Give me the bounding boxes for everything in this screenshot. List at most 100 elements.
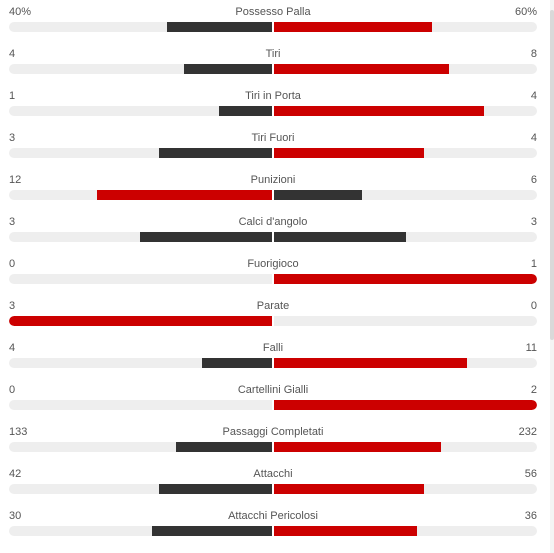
stat-name: Fuorigioco	[247, 258, 299, 270]
stat-bar-divider	[272, 190, 274, 200]
stat-bar-divider	[272, 358, 274, 368]
stat-away-value: 232	[518, 426, 537, 438]
stat-bar-divider	[272, 442, 274, 452]
stat-bar-divider	[272, 316, 274, 326]
stat-away-value: 4	[530, 132, 537, 144]
stat-home-value: 4	[9, 342, 16, 354]
stat-bar-track	[9, 358, 537, 368]
stat-home-value: 3	[9, 300, 16, 312]
stat-bar-divider	[272, 64, 274, 74]
stat-row: 42 Attacchi 56	[9, 462, 537, 504]
stat-bar-track	[9, 190, 537, 200]
stat-bar-away	[274, 148, 424, 158]
stat-bar-home	[140, 232, 272, 242]
stat-bar-divider	[272, 484, 274, 494]
stat-bar-home	[219, 106, 272, 116]
stat-bar-home	[184, 64, 272, 74]
stat-bar-track	[9, 442, 537, 452]
stat-bar-track	[9, 274, 537, 284]
stat-away-value: 11	[525, 342, 537, 354]
stat-bar-away	[274, 526, 417, 536]
stat-name: Tiri Fuori	[251, 132, 295, 144]
stat-bar-away	[274, 64, 449, 74]
stat-bar-divider	[272, 274, 274, 284]
stat-bar-home	[202, 358, 272, 368]
stat-bar-away	[274, 22, 432, 32]
stat-bar-track	[9, 22, 537, 32]
stat-name: Parate	[256, 300, 290, 312]
stat-bar-divider	[272, 148, 274, 158]
stat-home-value: 0	[9, 258, 16, 270]
stat-away-value: 6	[530, 174, 537, 186]
stat-name: Possesso Palla	[235, 6, 311, 18]
stat-away-value: 4	[530, 90, 537, 102]
stat-row: 3 Parate 0	[9, 294, 537, 336]
stat-bar-track	[9, 64, 537, 74]
stat-bar-home	[97, 190, 272, 200]
stat-home-value: 0	[9, 384, 16, 396]
stat-bar-away	[274, 400, 537, 410]
stat-bar-divider	[272, 22, 274, 32]
stat-bar-track	[9, 316, 537, 326]
stat-row: 1 Tiri in Porta 4	[9, 84, 537, 126]
stat-away-value: 56	[524, 468, 537, 480]
stat-bar-away	[274, 190, 362, 200]
stat-name: Punizioni	[250, 174, 296, 186]
stat-bar-divider	[272, 526, 274, 536]
stat-bar-home	[9, 316, 272, 326]
stat-bar-away	[274, 106, 484, 116]
stat-bar-track	[9, 148, 537, 158]
stat-away-value: 0	[530, 300, 537, 312]
stat-row: 12 Punizioni 6	[9, 168, 537, 210]
stat-bar-track	[9, 106, 537, 116]
scrollbar[interactable]	[550, 0, 554, 553]
stat-name: Tiri in Porta	[245, 90, 301, 102]
stat-bar-track	[9, 232, 537, 242]
stat-away-value: 8	[530, 48, 537, 60]
stat-row: 4 Falli 11	[9, 336, 537, 378]
stat-name: Cartellini Gialli	[237, 384, 309, 396]
stat-bar-home	[159, 484, 272, 494]
stat-bar-away	[274, 232, 406, 242]
stat-bar-home	[167, 22, 272, 32]
stat-row: 4 Tiri 8	[9, 42, 537, 84]
stat-home-value: 4	[9, 48, 16, 60]
stat-home-value: 12	[9, 174, 22, 186]
stat-home-value: 3	[9, 132, 16, 144]
match-stats-list: 40% Possesso Palla 60% 4 Tiri 8 1 Tiri in Porta…	[9, 0, 537, 546]
stat-bar-away	[274, 358, 467, 368]
stat-bar-divider	[272, 106, 274, 116]
stat-home-value: 42	[9, 468, 22, 480]
stat-name: Tiri	[265, 48, 281, 60]
stat-home-value: 40%	[9, 6, 32, 18]
stat-bar-track	[9, 400, 537, 410]
stat-bar-track	[9, 526, 537, 536]
stat-row: 0 Fuorigioco 1	[9, 252, 537, 294]
scrollbar-thumb[interactable]	[550, 10, 554, 340]
stat-home-value: 133	[9, 426, 28, 438]
stat-row: 133 Passaggi Completati 232	[9, 420, 537, 462]
stat-away-value: 36	[524, 510, 537, 522]
stat-home-value: 30	[9, 510, 22, 522]
stat-bar-home	[176, 442, 272, 452]
stat-away-value: 1	[530, 258, 537, 270]
stat-name: Falli	[262, 342, 284, 354]
stat-bar-away	[274, 442, 441, 452]
stat-bar-home	[159, 148, 272, 158]
stat-name: Attacchi	[253, 468, 293, 480]
stat-away-value: 2	[530, 384, 537, 396]
stat-away-value: 60%	[514, 6, 537, 18]
stat-name: Attacchi Pericolosi	[228, 510, 318, 522]
stat-bar-away	[274, 484, 424, 494]
stat-away-value: 3	[530, 216, 537, 228]
stat-home-value: 3	[9, 216, 16, 228]
stat-row: 3 Calci d'angolo 3	[9, 210, 537, 252]
stat-name: Calci d'angolo	[238, 216, 308, 228]
stat-bar-divider	[272, 232, 274, 242]
stat-row: 3 Tiri Fuori 4	[9, 126, 537, 168]
stat-name: Passaggi Completati	[222, 426, 324, 438]
stat-bar-away	[274, 274, 537, 284]
stat-row: 30 Attacchi Pericolosi 36	[9, 504, 537, 546]
stat-bar-divider	[272, 400, 274, 410]
stat-bar-track	[9, 484, 537, 494]
